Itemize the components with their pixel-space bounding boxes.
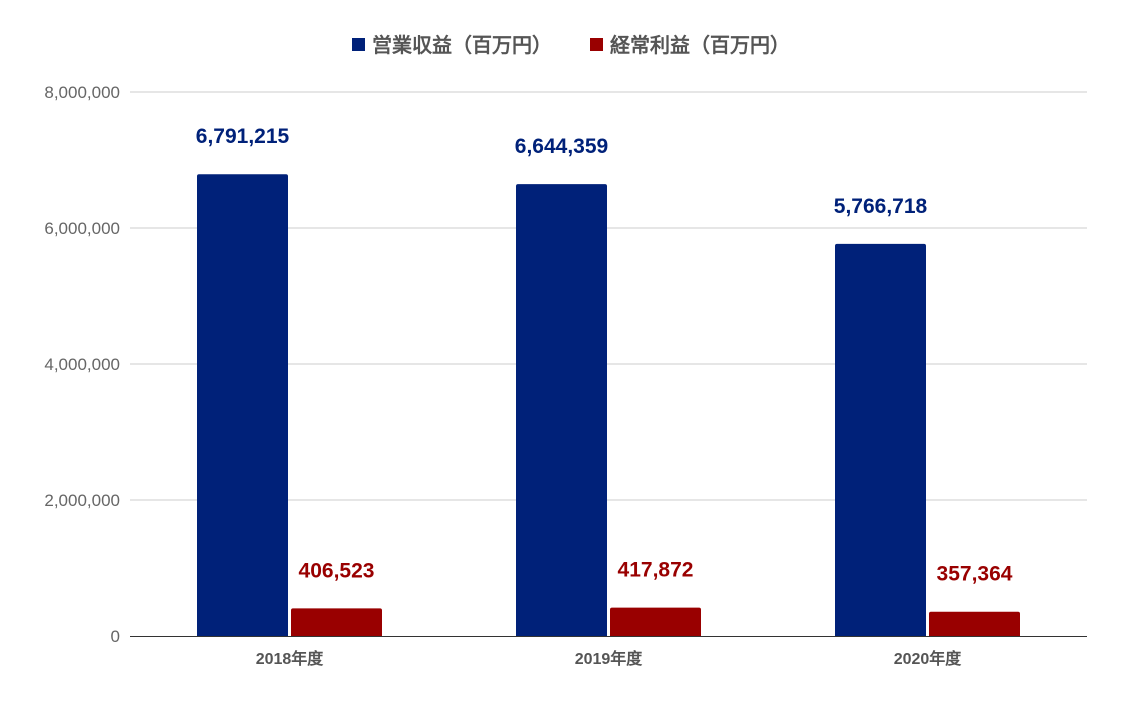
bar-ordinary-profit — [610, 607, 701, 636]
bar-ordinary-profit — [929, 611, 1020, 636]
gridlines — [130, 91, 1087, 501]
data-label-ordinary-profit: 357,364 — [937, 563, 1013, 586]
legend-label-revenue: 営業収益（百万円） — [372, 33, 552, 57]
bars — [197, 174, 1020, 637]
y-tick-label: 0 — [111, 627, 120, 646]
y-tick-label: 2,000,000 — [44, 491, 120, 510]
x-tick-label: 2018年度 — [256, 649, 325, 668]
y-tick-label: 6,000,000 — [44, 219, 120, 238]
data-label-ordinary-profit: 406,523 — [299, 559, 375, 582]
x-tick-label: 2020年度 — [894, 649, 963, 668]
bar-revenue — [835, 243, 926, 637]
y-axis: 0 2,000,000 4,000,000 6,000,000 8,000,000 — [44, 83, 120, 646]
y-tick-label: 4,000,000 — [44, 355, 120, 374]
legend-swatch-revenue — [352, 38, 365, 51]
y-tick-label: 8,000,000 — [44, 83, 120, 102]
x-tick-label: 2019年度 — [575, 649, 644, 668]
data-label-ordinary-profit: 417,872 — [618, 559, 694, 582]
bar-revenue — [197, 174, 288, 636]
bar-ordinary-profit — [291, 608, 382, 636]
data-label-revenue: 6,791,215 — [196, 125, 290, 148]
data-labels: 6,791,215 406,523 6,644,359 417,872 5,766,71… — [196, 125, 1013, 586]
x-axis: 2018年度 2019年度 2020年度 — [130, 636, 1087, 668]
legend-swatch-ordinary-profit — [590, 38, 603, 51]
data-label-revenue: 6,644,359 — [515, 135, 608, 158]
legend-label-ordinary-profit: 経常利益（百万円） — [610, 33, 790, 57]
data-label-revenue: 5,766,718 — [834, 195, 928, 218]
bar-revenue — [516, 184, 607, 636]
chart-legend: 営業収益（百万円） 経常利益（百万円） — [352, 33, 790, 57]
